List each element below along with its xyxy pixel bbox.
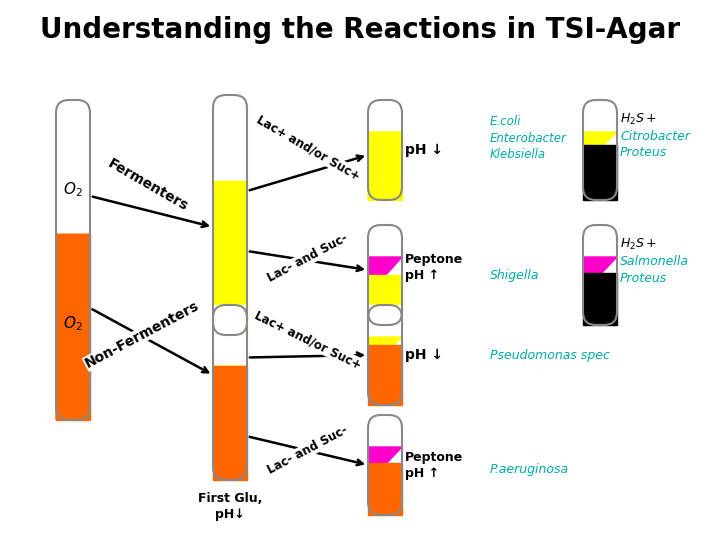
Text: pH ↓: pH ↓ xyxy=(405,143,443,157)
Polygon shape xyxy=(368,257,402,295)
Bar xyxy=(368,345,402,405)
Bar xyxy=(56,100,90,234)
Text: Fermenters: Fermenters xyxy=(105,157,191,214)
Text: Lac+ and/or Suc+: Lac+ and/or Suc+ xyxy=(254,113,362,183)
Polygon shape xyxy=(368,132,402,200)
Bar xyxy=(368,275,402,325)
Text: Lac- and Suc-: Lac- and Suc- xyxy=(266,231,351,285)
Text: Citrobacter
Proteus: Citrobacter Proteus xyxy=(620,130,690,159)
Text: P.aeruginosa: P.aeruginosa xyxy=(490,463,569,476)
Bar xyxy=(368,463,402,515)
Bar xyxy=(213,95,247,181)
Polygon shape xyxy=(56,234,90,420)
Bar xyxy=(583,100,617,132)
Bar xyxy=(213,366,247,480)
Polygon shape xyxy=(583,132,617,165)
Text: Peptone
pH ↑: Peptone pH ↑ xyxy=(405,253,463,281)
Text: First Glu,
pH↓: First Glu, pH↓ xyxy=(198,492,262,521)
Bar xyxy=(368,305,402,337)
Bar xyxy=(583,145,617,200)
Text: Peptone
pH ↑: Peptone pH ↑ xyxy=(405,450,463,480)
Text: E.coli
Enterobacter
Klebsiella: E.coli Enterobacter Klebsiella xyxy=(490,115,567,161)
Text: Pseudomonas spec: Pseudomonas spec xyxy=(490,348,610,361)
Bar xyxy=(368,225,402,257)
Text: Understanding the Reactions in TSI-Agar: Understanding the Reactions in TSI-Agar xyxy=(40,16,680,44)
Text: Lac- and Suc-: Lac- and Suc- xyxy=(266,423,351,477)
Text: Non-Fermenters: Non-Fermenters xyxy=(83,299,202,371)
Polygon shape xyxy=(583,257,617,293)
Polygon shape xyxy=(368,337,402,370)
Bar xyxy=(583,225,617,257)
Text: $O_2$: $O_2$ xyxy=(63,180,83,199)
Bar xyxy=(56,234,90,420)
Text: Lac+ and/or Suc+: Lac+ and/or Suc+ xyxy=(253,308,364,372)
Polygon shape xyxy=(213,366,247,418)
Text: Salmonella
Proteus: Salmonella Proteus xyxy=(620,255,689,285)
Bar xyxy=(368,415,402,447)
Text: $H_2S+$: $H_2S+$ xyxy=(620,112,657,127)
Text: Shigella: Shigella xyxy=(490,268,539,281)
Text: pH ↓: pH ↓ xyxy=(405,348,443,362)
Bar xyxy=(368,132,402,200)
Bar xyxy=(213,305,247,366)
Bar xyxy=(213,181,247,335)
Bar xyxy=(368,100,402,132)
Text: $H_2S+$: $H_2S+$ xyxy=(620,237,657,252)
Polygon shape xyxy=(213,181,247,335)
Polygon shape xyxy=(368,447,402,483)
Text: $O_2$: $O_2$ xyxy=(63,315,83,333)
Bar xyxy=(583,273,617,325)
